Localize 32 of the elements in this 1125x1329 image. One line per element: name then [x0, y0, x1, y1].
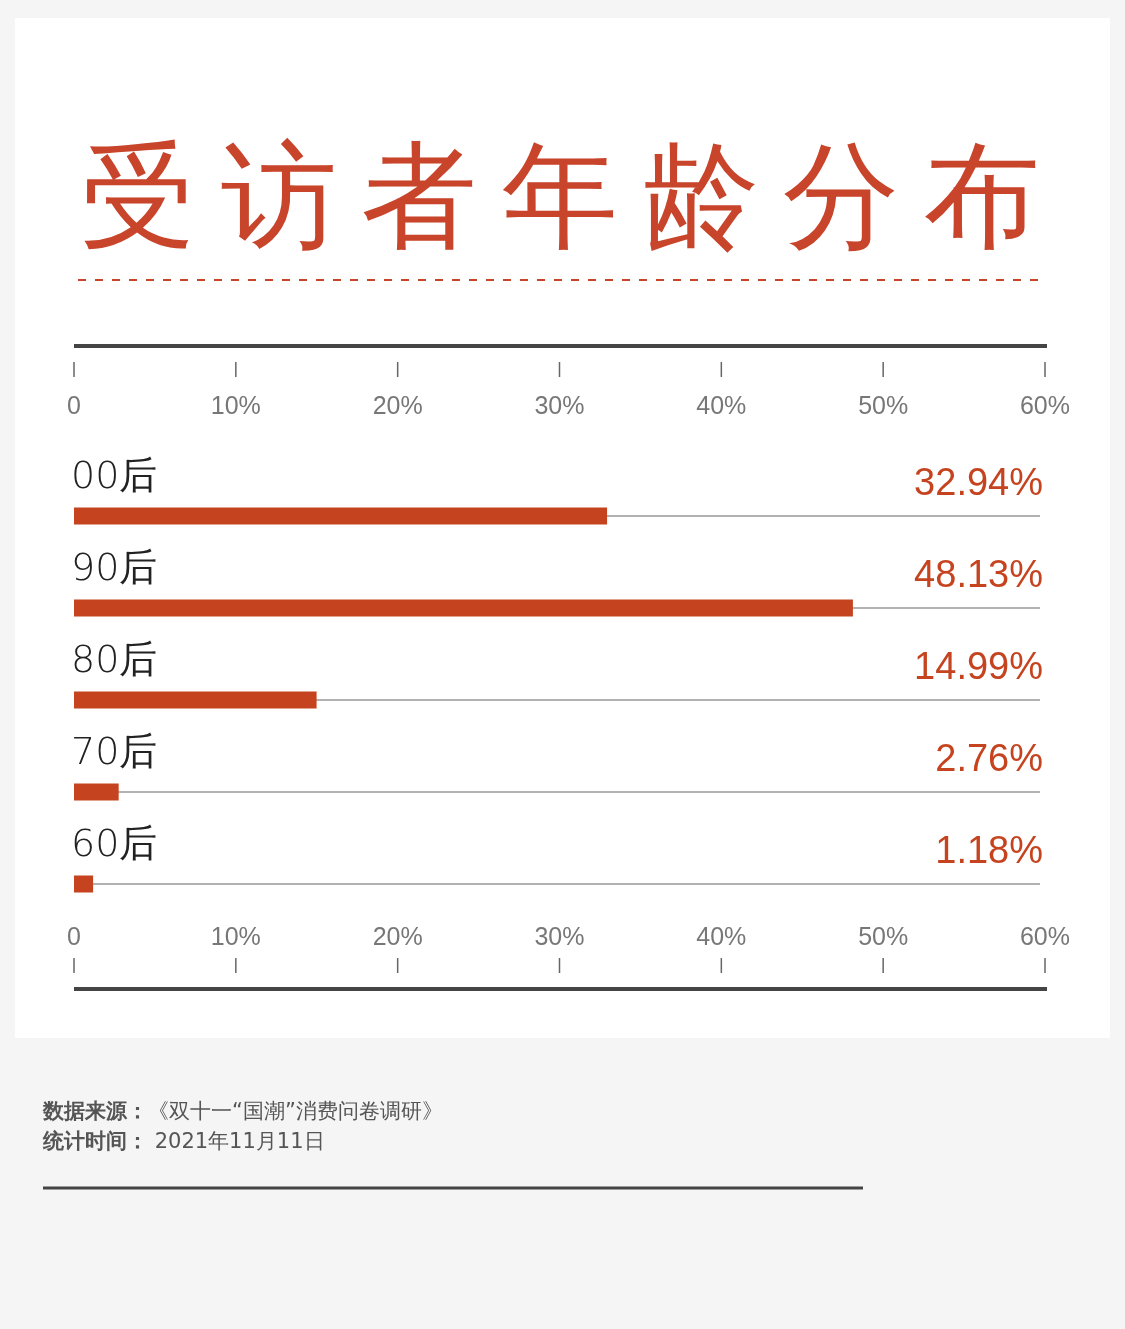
x-tick-label: 60% — [1019, 391, 1071, 419]
bar — [74, 691, 317, 709]
x-tick-label: 10% — [210, 391, 261, 419]
x2-tick-label: 20% — [372, 922, 423, 950]
x2-tick-label: 50% — [858, 922, 909, 950]
bar — [74, 875, 94, 893]
source-note: 数据来源：《双十一“国潮”消费问卷调研》 — [42, 1099, 443, 1123]
x2-tick-label: 30% — [534, 922, 585, 950]
x2-tick-label: 10% — [210, 922, 261, 950]
x-tick-label: 0 — [67, 391, 81, 419]
y-tick-label: 00后 — [71, 453, 158, 497]
data-label: 2.76% — [935, 737, 1043, 779]
y-tick-label: 80后 — [71, 637, 158, 681]
data-label: 48.13% — [914, 553, 1043, 595]
data-label: 14.99% — [914, 645, 1043, 687]
y-tick-label: 90后 — [71, 545, 158, 589]
x-tick-label: 50% — [858, 391, 909, 419]
x2-tick-label: 0 — [67, 922, 81, 950]
data-label: 1.18% — [935, 829, 1043, 871]
bar — [74, 599, 853, 617]
x2-tick-label: 60% — [1019, 922, 1071, 950]
bar — [74, 783, 119, 801]
y-tick-label: 60后 — [71, 821, 158, 865]
x-tick-label: 40% — [696, 391, 747, 419]
data-label: 32.94% — [914, 461, 1043, 503]
x-tick-label: 20% — [372, 391, 423, 419]
text: 统计时间： 2021年11月11日 — [42, 1129, 325, 1153]
x-tick-label: 30% — [534, 391, 585, 419]
x2-tick-label: 40% — [696, 922, 747, 950]
bar — [74, 507, 608, 525]
y-tick-label: 70后 — [71, 729, 158, 773]
chart-title: 受访者年龄分布 — [80, 128, 1040, 263]
